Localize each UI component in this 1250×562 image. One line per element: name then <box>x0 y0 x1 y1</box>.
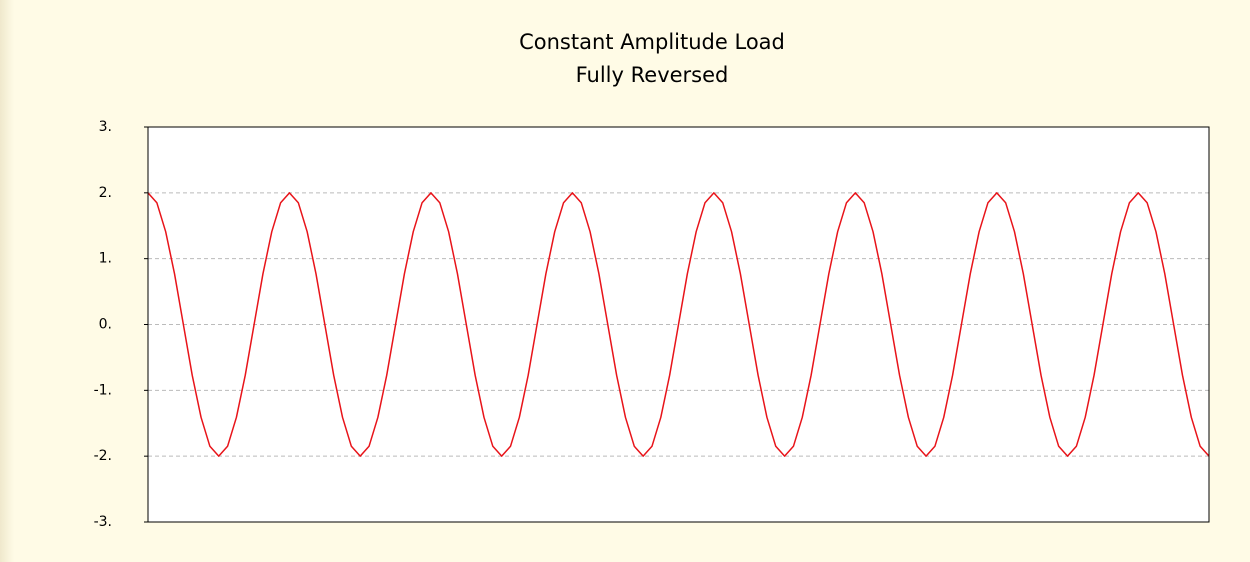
y-tick-label: -3. <box>94 514 112 530</box>
data-line <box>147 192 1210 457</box>
y-tick-label: 1. <box>99 251 112 267</box>
y-tick-label: 0. <box>99 317 112 333</box>
y-tick-label: -2. <box>94 448 112 464</box>
y-tick-label: 3. <box>99 119 112 135</box>
chart-title: Constant Amplitude Load <box>519 30 785 54</box>
chart-subtitle: Fully Reversed <box>576 63 729 87</box>
y-tick-label: -1. <box>94 382 112 398</box>
edge-shade <box>0 0 14 562</box>
y-tick-label: 2. <box>99 185 112 201</box>
